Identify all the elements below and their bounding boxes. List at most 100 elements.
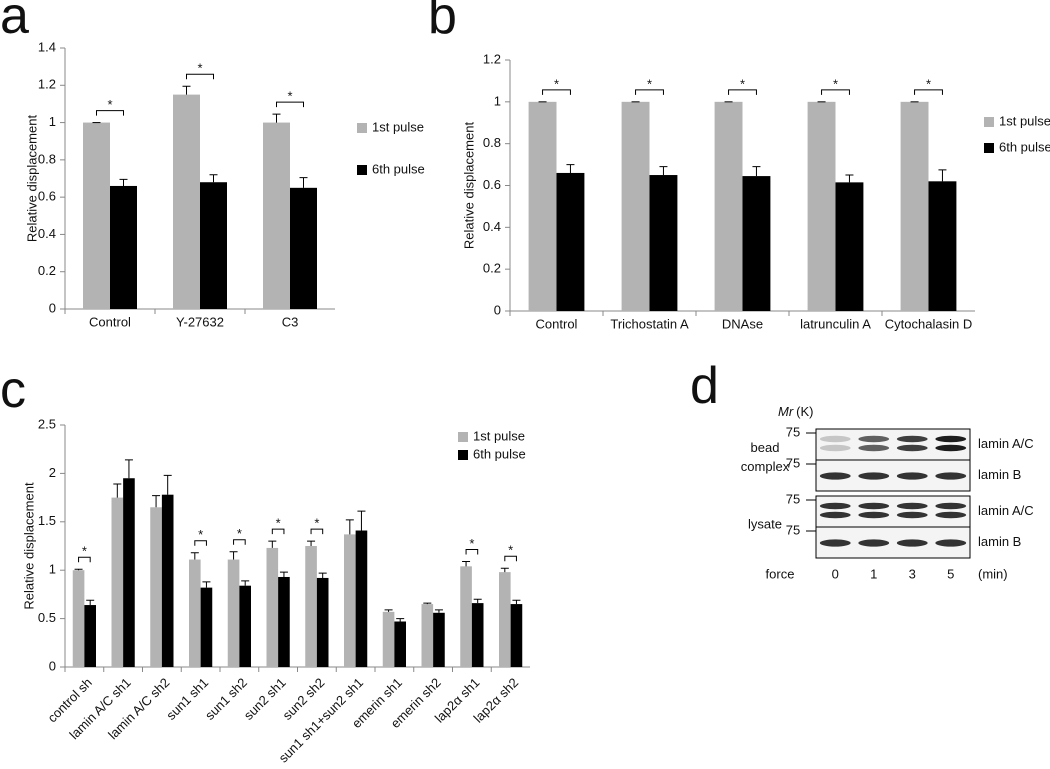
bar <box>110 185 137 309</box>
legend-label: 6th pulse <box>372 161 425 176</box>
significance-label: * <box>314 516 319 531</box>
band <box>896 539 928 547</box>
band <box>935 444 967 452</box>
significance-label: * <box>469 536 474 551</box>
y-tick-label: 0.4 <box>38 226 56 241</box>
error-bar <box>384 609 393 612</box>
bar <box>471 603 484 667</box>
bar <box>714 101 743 311</box>
y-tick-label: 0.6 <box>38 189 56 204</box>
significance-bracket <box>542 89 571 95</box>
bar <box>200 587 213 667</box>
significance-bracket <box>194 540 207 546</box>
significance-bracket <box>186 73 214 80</box>
significance-bracket <box>728 89 757 95</box>
y-tick-label: 0.2 <box>38 263 56 278</box>
panel-label: c <box>0 361 26 419</box>
error-bar <box>202 581 211 588</box>
bar <box>900 101 929 311</box>
mr-symbol: Mr <box>778 404 794 419</box>
significance-label: * <box>82 544 87 559</box>
band <box>935 539 967 547</box>
bar <box>355 530 368 667</box>
row-label: lamin B <box>978 467 1021 482</box>
error-bar <box>182 85 191 95</box>
bar <box>305 546 317 667</box>
bar <box>189 559 201 667</box>
significance-label: * <box>287 89 292 104</box>
band <box>896 511 928 519</box>
y-tick-label: 0.6 <box>483 177 501 192</box>
significance-bracket <box>914 89 943 95</box>
significance-bracket <box>96 110 124 116</box>
x-tick-label: Y-27632 <box>176 314 224 329</box>
error-bar <box>209 174 218 183</box>
x-tick-label: DNAse <box>722 316 763 331</box>
y-tick-label: 0.8 <box>483 135 501 150</box>
lane-label: 5 <box>947 566 954 581</box>
panel-label: b <box>428 0 457 45</box>
error-bar <box>938 169 947 182</box>
legend-label: 6th pulse <box>999 139 1050 154</box>
y-tick-label: 0 <box>494 302 501 317</box>
marker-label: 75 <box>786 522 800 537</box>
panel-label: d <box>690 357 719 415</box>
error-bar <box>752 166 761 177</box>
legend-swatch <box>984 117 994 127</box>
significance-label: * <box>508 543 513 558</box>
significance-label: * <box>107 97 112 112</box>
band <box>935 435 967 443</box>
error-bar <box>86 599 95 606</box>
panel-label: a <box>0 0 29 45</box>
bar <box>200 182 227 309</box>
error-bar <box>272 113 281 123</box>
y-tick-label: 1.4 <box>38 39 56 54</box>
error-bar <box>845 174 854 183</box>
significance-bracket <box>504 555 517 562</box>
error-bar <box>396 618 405 622</box>
bar <box>835 182 864 311</box>
significance-bracket <box>310 528 324 535</box>
x-tick-label: Trichostatin A <box>610 316 689 331</box>
x-tick-label: sun2 sh1 <box>241 675 289 723</box>
band <box>858 472 890 480</box>
group-label: complex <box>741 459 790 474</box>
legend-label: 1st pulse <box>999 113 1050 128</box>
error-bar <box>473 598 482 604</box>
bar <box>742 176 771 311</box>
error-bar <box>113 483 122 498</box>
row-label: lamin A/C <box>978 436 1034 451</box>
band <box>858 435 890 443</box>
significance-label: * <box>237 526 242 541</box>
significance-label: * <box>740 76 745 91</box>
significance-bracket <box>78 556 91 563</box>
bar <box>499 572 511 667</box>
band <box>935 511 967 519</box>
error-bar <box>279 571 288 577</box>
significance-bracket <box>276 101 304 108</box>
y-tick-label: 1 <box>494 93 501 108</box>
bar <box>510 604 523 667</box>
error-bar <box>345 519 354 535</box>
y-tick-label: 0 <box>49 300 56 315</box>
x-tick-label: sun1 sh1 <box>163 675 211 723</box>
y-tick-label: 0.8 <box>38 151 56 166</box>
y-tick-label: 2 <box>49 465 56 480</box>
error-bar <box>163 474 172 495</box>
y-tick-label: 1 <box>49 562 56 577</box>
bar <box>84 605 96 667</box>
bar <box>123 478 135 667</box>
y-tick-label: 2.5 <box>38 416 56 431</box>
bar <box>344 534 356 667</box>
bar <box>433 612 445 667</box>
bar <box>556 172 585 311</box>
significance-bracket <box>233 539 246 545</box>
bar <box>382 611 395 667</box>
error-bar <box>318 572 327 578</box>
band <box>858 502 890 510</box>
error-bar <box>566 164 575 173</box>
force-unit: (min) <box>978 566 1008 581</box>
error-bar <box>74 568 83 571</box>
lane-label: 3 <box>909 566 916 581</box>
